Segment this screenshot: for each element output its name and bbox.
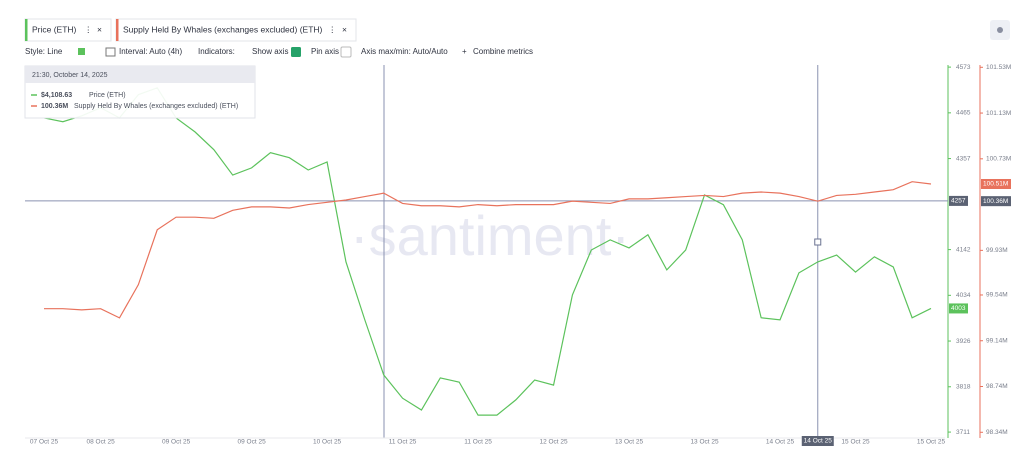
pin-axis-label: Pin axis [311,47,339,56]
tab-label: Price (ETH) [32,24,77,34]
crosshair-x-label: 14 Oct 25 [804,438,833,445]
y2-tick-label: 101.13M [986,110,1011,117]
x-tick-label: 10 Oct 25 [313,439,342,446]
x-tick-label: 11 Oct 25 [464,439,492,446]
settings-icon [997,27,1003,33]
last-value-label: 4003 [951,305,966,312]
series-line [44,181,932,319]
crosshair-badge [801,436,834,446]
x-tick-label: 14 Oct 25 [766,439,795,446]
y2-tick-label: 99.14M [986,337,1008,344]
last-value-badge [949,303,968,314]
tooltip-value: 100.36M [41,103,68,110]
x-tick-label: 09 Oct 25 [238,439,267,446]
calendar-icon [105,47,116,57]
y-tick-label: 4142 [956,246,971,253]
show-axis-checkbox[interactable] [291,47,301,57]
x-tick-label: 11 Oct 25 [389,439,417,446]
y-tick-label: 4465 [956,110,971,117]
y-tick-label: 3818 [956,383,971,390]
tooltip-header [25,66,255,83]
last-value-badge [981,178,1011,189]
axis-range-select[interactable]: Axis max/min: Auto/Auto [361,47,448,56]
crosshair-y2-label: 100.36M [983,198,1008,205]
x-tick-label: 08 Oct 25 [87,439,116,446]
x-tick-label: 13 Oct 25 [690,439,719,446]
cursor [814,238,822,246]
x-tick-label: 09 Oct 25 [162,439,191,446]
combine-metrics[interactable]: Combine metrics [473,47,533,56]
interval-select[interactable]: Interval: Auto (4h) [119,47,182,56]
y2-tick-label: 99.93M [986,247,1008,254]
crosshair-badge [981,196,1011,207]
tab-label: Supply Held By Whales (exchanges exclude… [123,24,323,34]
color-picker[interactable] [78,48,85,55]
x-tick-label: 13 Oct 25 [615,439,644,446]
y-tick-label: 4573 [956,64,971,71]
y-tick-label: 3926 [956,338,971,345]
tab-close[interactable]: × [97,24,102,34]
tab-marker [116,19,119,41]
y-tick-label: 3711 [956,429,970,436]
plus-icon: + [462,47,467,56]
tooltip-time: 21:30, October 14, 2025 [32,72,108,79]
x-tick-label: 12 Oct 25 [539,439,568,446]
tab-menu[interactable]: ⋮ [328,24,337,34]
tab-menu[interactable]: ⋮ [84,24,93,34]
y2-tick-label: 98.74M [986,383,1008,390]
pin-axis-checkbox[interactable] [340,46,352,58]
indicators-select[interactable]: Indicators: [198,47,235,56]
series-line [43,87,932,416]
tab-close[interactable]: × [342,24,347,34]
y2-tick-label: 100.73M [986,156,1011,163]
watermark: ·santiment· [350,204,630,267]
show-axis-label: Show axis [252,47,288,56]
style-select[interactable]: Style: Line [25,47,63,56]
x-tick-label: 15 Oct 25 [917,439,946,446]
y2-tick-label: 99.54M [986,292,1008,299]
crosshair-badge [949,195,968,206]
tooltip-value: $4,108.63 [41,92,72,99]
y2-tick-label: 98.34M [986,429,1008,436]
y2-tick-label: 101.53M [986,64,1011,71]
last-value-label: 100.51M [983,181,1008,188]
tooltip-series: Supply Held By Whales (exchanges exclude… [74,103,238,110]
crosshair-y-label: 4257 [951,198,966,205]
tab-marker [25,19,28,41]
x-tick-label: 15 Oct 25 [841,439,870,446]
x-tick-label: 07 Oct 25 [30,439,59,446]
tooltip-series: Price (ETH) [89,92,126,99]
y-tick-label: 4034 [956,292,971,299]
y-tick-label: 4357 [956,155,971,162]
